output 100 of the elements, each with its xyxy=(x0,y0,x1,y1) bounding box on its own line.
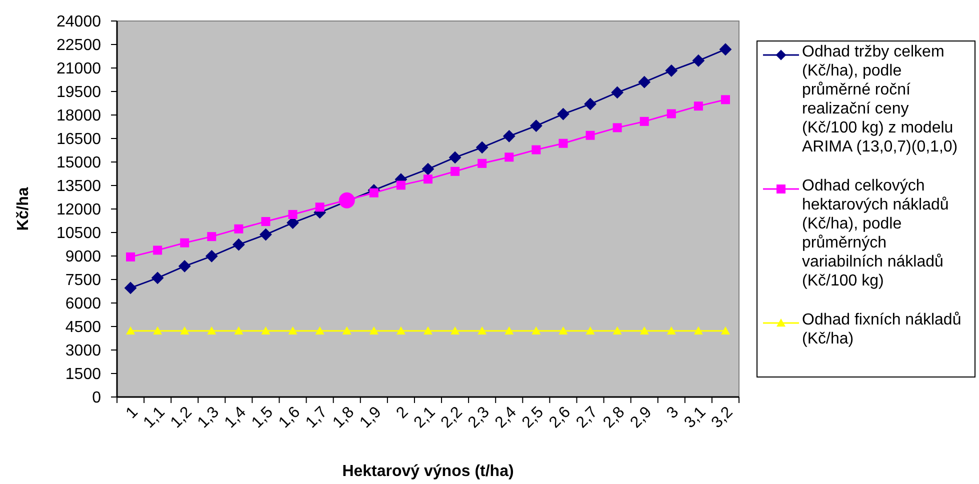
point xyxy=(666,109,676,118)
point xyxy=(640,116,649,126)
y-tick-label: 21000 xyxy=(56,60,102,78)
x-tick-label: 2,7 xyxy=(573,404,602,432)
point xyxy=(557,108,570,120)
point xyxy=(719,43,732,56)
y-tick-label: 3000 xyxy=(65,342,102,360)
x-tick-label: 2,1 xyxy=(411,404,439,432)
point xyxy=(342,326,352,334)
point xyxy=(478,326,487,334)
legend-label: Odhad fixních nákladů (Kč/ha) xyxy=(802,312,962,348)
y-axis-title: Kč/ha xyxy=(15,187,32,231)
y-tick-label: 19500 xyxy=(56,84,102,102)
x-tick-label: 1,7 xyxy=(302,404,331,432)
point xyxy=(449,151,462,164)
point xyxy=(612,123,622,132)
x-tick-label: 2,3 xyxy=(465,404,493,432)
x-tick-label: 2,5 xyxy=(519,404,548,432)
point xyxy=(180,238,190,248)
x-tick-label: 2,8 xyxy=(600,404,628,432)
point xyxy=(207,232,216,242)
point xyxy=(369,188,378,198)
point xyxy=(126,326,136,334)
point xyxy=(532,145,541,154)
point xyxy=(261,217,270,226)
y-tick-label: 12000 xyxy=(56,202,102,219)
x-tick-label: 1,2 xyxy=(168,404,196,432)
x-tick-label: 3 xyxy=(664,404,682,422)
y-tick-label: 9000 xyxy=(65,248,102,266)
point xyxy=(153,246,162,255)
point xyxy=(261,326,270,334)
point xyxy=(234,326,244,334)
x-tick-label: 3,2 xyxy=(708,404,736,432)
point xyxy=(152,272,164,284)
x-tick-label: 1,4 xyxy=(222,404,250,432)
y-tick-label: 7500 xyxy=(65,272,102,290)
y-tick-label: 18000 xyxy=(56,108,102,125)
point xyxy=(396,326,406,334)
x-tick-label: 1,1 xyxy=(140,404,168,432)
point xyxy=(692,54,704,67)
point xyxy=(584,98,596,110)
legend-label: Odhad celkových hektarových nákladů (Kč/ha), podle průměrných variabilních nákladů (Kč/100 kg) xyxy=(802,178,949,290)
point xyxy=(694,102,703,111)
point xyxy=(558,138,568,148)
point xyxy=(206,250,218,262)
point xyxy=(424,326,432,334)
point xyxy=(694,326,703,334)
point xyxy=(504,152,514,162)
point xyxy=(396,180,406,190)
point xyxy=(207,326,216,334)
point xyxy=(288,210,298,219)
x-tick-label: 1,3 xyxy=(194,404,223,432)
y-tick-label: 13500 xyxy=(56,178,102,196)
x-tick-label: 2,2 xyxy=(438,404,466,432)
point xyxy=(612,326,622,334)
point xyxy=(530,120,542,132)
point xyxy=(315,202,324,212)
point xyxy=(450,166,460,176)
x-tick-label: 1,8 xyxy=(330,404,358,432)
y-tick-label: 15000 xyxy=(56,154,102,172)
x-tick-label: 3,1 xyxy=(681,404,710,432)
x-tick-label: 2,4 xyxy=(492,404,520,432)
y-tick-label: 22500 xyxy=(56,37,102,54)
point xyxy=(124,282,137,294)
point xyxy=(720,95,730,104)
point xyxy=(288,326,298,334)
y-tick-label: 4500 xyxy=(65,319,102,336)
point xyxy=(422,163,434,176)
y-tick-label: 24000 xyxy=(56,14,102,31)
x-tick-label: 1,9 xyxy=(356,404,385,432)
point xyxy=(638,76,650,88)
point xyxy=(666,326,676,334)
point xyxy=(315,326,324,334)
point xyxy=(532,326,541,334)
y-tick-label: 1500 xyxy=(65,366,102,384)
point xyxy=(586,326,595,334)
point xyxy=(640,326,649,334)
y-tick-label: 10500 xyxy=(56,225,102,242)
point xyxy=(369,326,378,334)
x-tick-label: 1,6 xyxy=(276,404,304,432)
point xyxy=(424,174,432,184)
x-tick-label: 2,6 xyxy=(546,404,574,432)
point xyxy=(476,141,488,154)
x-tick-label: 2 xyxy=(393,404,412,422)
y-tick-label: 6000 xyxy=(65,296,102,313)
point xyxy=(720,326,730,334)
point xyxy=(586,130,595,140)
point xyxy=(504,326,514,334)
point xyxy=(260,228,272,241)
point xyxy=(665,64,678,77)
point xyxy=(611,86,624,98)
x-tick-label: 2,9 xyxy=(627,404,656,432)
point xyxy=(478,158,487,168)
point xyxy=(153,326,162,334)
point xyxy=(503,130,516,142)
y-tick-label: 0 xyxy=(92,390,102,407)
legend-label: Odhad tržby celkem (Kč/ha), podle průměrné roční realizační ceny (Kč/100 kg) z modelu ARIMA (13,0,7)(0,1,0) xyxy=(802,44,958,156)
x-tick-label: 1 xyxy=(122,404,142,422)
point xyxy=(232,238,245,251)
point xyxy=(234,224,244,234)
